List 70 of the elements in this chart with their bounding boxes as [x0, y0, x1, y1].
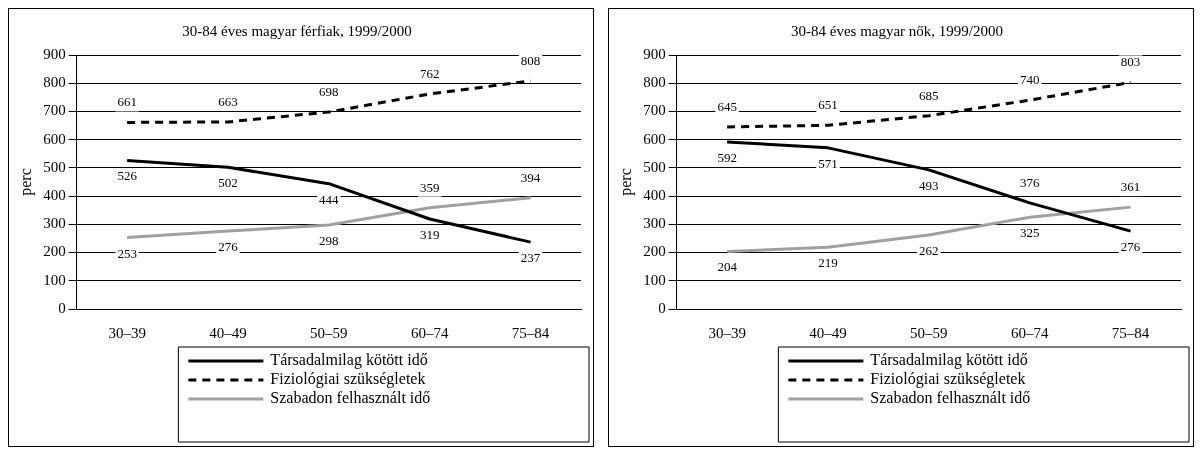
data-label: 685 — [919, 87, 939, 103]
legend-label: Szabadon felhasznált idő — [270, 389, 431, 407]
y-tick-label: 600 — [43, 130, 66, 147]
data-label: 219 — [818, 255, 838, 271]
y-tick-label: 300 — [643, 215, 666, 232]
data-label: 276 — [218, 239, 239, 255]
y-tick-label: 700 — [643, 102, 666, 119]
y-axis-title: perc — [616, 168, 635, 196]
data-label: 502 — [218, 175, 238, 191]
data-label: 237 — [520, 250, 541, 266]
y-tick-label: 500 — [643, 158, 666, 175]
data-label: 698 — [319, 83, 339, 99]
legend-label: Szabadon felhasznált idő — [870, 389, 1031, 407]
y-tick-label: 0 — [58, 299, 66, 316]
y-tick-label: 200 — [643, 243, 666, 260]
data-label: 319 — [419, 226, 440, 242]
data-label: 361 — [1120, 179, 1141, 195]
x-tick-label: 40–49 — [809, 324, 847, 341]
y-tick-label: 800 — [643, 74, 666, 91]
x-tick-label: 75–84 — [1111, 324, 1150, 341]
data-label: 376 — [1019, 174, 1040, 190]
x-tick-label: 50–59 — [310, 324, 348, 341]
y-tick-label: 400 — [643, 187, 666, 204]
legend-label: Társadalmilag kötött idő — [870, 351, 1028, 370]
y-tick-label: 400 — [43, 187, 66, 204]
y-tick-label: 500 — [43, 158, 66, 175]
data-label: 253 — [117, 245, 137, 261]
x-tick-label: 40–49 — [209, 324, 247, 341]
data-label: 663 — [218, 93, 238, 109]
data-label: 298 — [319, 232, 339, 248]
data-label: 740 — [1019, 72, 1040, 88]
y-tick-label: 0 — [658, 299, 666, 316]
chart-title: 30-84 éves magyar nők, 1999/2000 — [790, 22, 1004, 39]
data-label: 204 — [717, 259, 738, 275]
data-label: 394 — [520, 169, 541, 185]
y-tick-label: 300 — [43, 215, 66, 232]
legend-label: Fiziológiai szükségletek — [870, 370, 1026, 389]
x-tick-label: 30–39 — [108, 324, 146, 341]
x-tick-label: 60–74 — [1010, 324, 1049, 341]
data-label: 444 — [319, 191, 340, 207]
y-tick-label: 900 — [643, 45, 666, 62]
y-tick-label: 800 — [43, 74, 66, 91]
data-label: 645 — [717, 98, 737, 114]
data-label: 571 — [818, 155, 838, 171]
data-label: 651 — [818, 97, 838, 113]
data-label: 276 — [1120, 239, 1141, 255]
data-label: 325 — [1019, 225, 1040, 241]
y-tick-label: 100 — [643, 271, 666, 288]
y-tick-label: 200 — [43, 243, 66, 260]
chart-title: 30-84 éves magyar férfiak, 1999/2000 — [182, 22, 412, 39]
data-label: 359 — [419, 179, 440, 195]
data-label: 762 — [419, 65, 440, 81]
y-tick-label: 900 — [43, 45, 66, 62]
data-label: 262 — [919, 242, 939, 258]
data-label: 803 — [1120, 54, 1141, 70]
y-tick-label: 700 — [43, 102, 66, 119]
y-axis-title: perc — [16, 168, 35, 196]
x-tick-label: 50–59 — [910, 324, 948, 341]
x-tick-label: 75–84 — [511, 324, 550, 341]
data-label: 661 — [117, 94, 137, 110]
legend-label: Fiziológiai szükségletek — [270, 370, 426, 389]
x-tick-label: 30–39 — [708, 324, 746, 341]
x-tick-label: 60–74 — [410, 324, 449, 341]
data-label: 808 — [520, 52, 541, 68]
y-tick-label: 100 — [43, 271, 66, 288]
y-tick-label: 600 — [643, 130, 666, 147]
legend-label: Társadalmilag kötött idő — [270, 351, 428, 370]
data-label: 493 — [919, 177, 939, 193]
data-label: 526 — [117, 168, 138, 184]
data-label: 592 — [717, 149, 737, 165]
